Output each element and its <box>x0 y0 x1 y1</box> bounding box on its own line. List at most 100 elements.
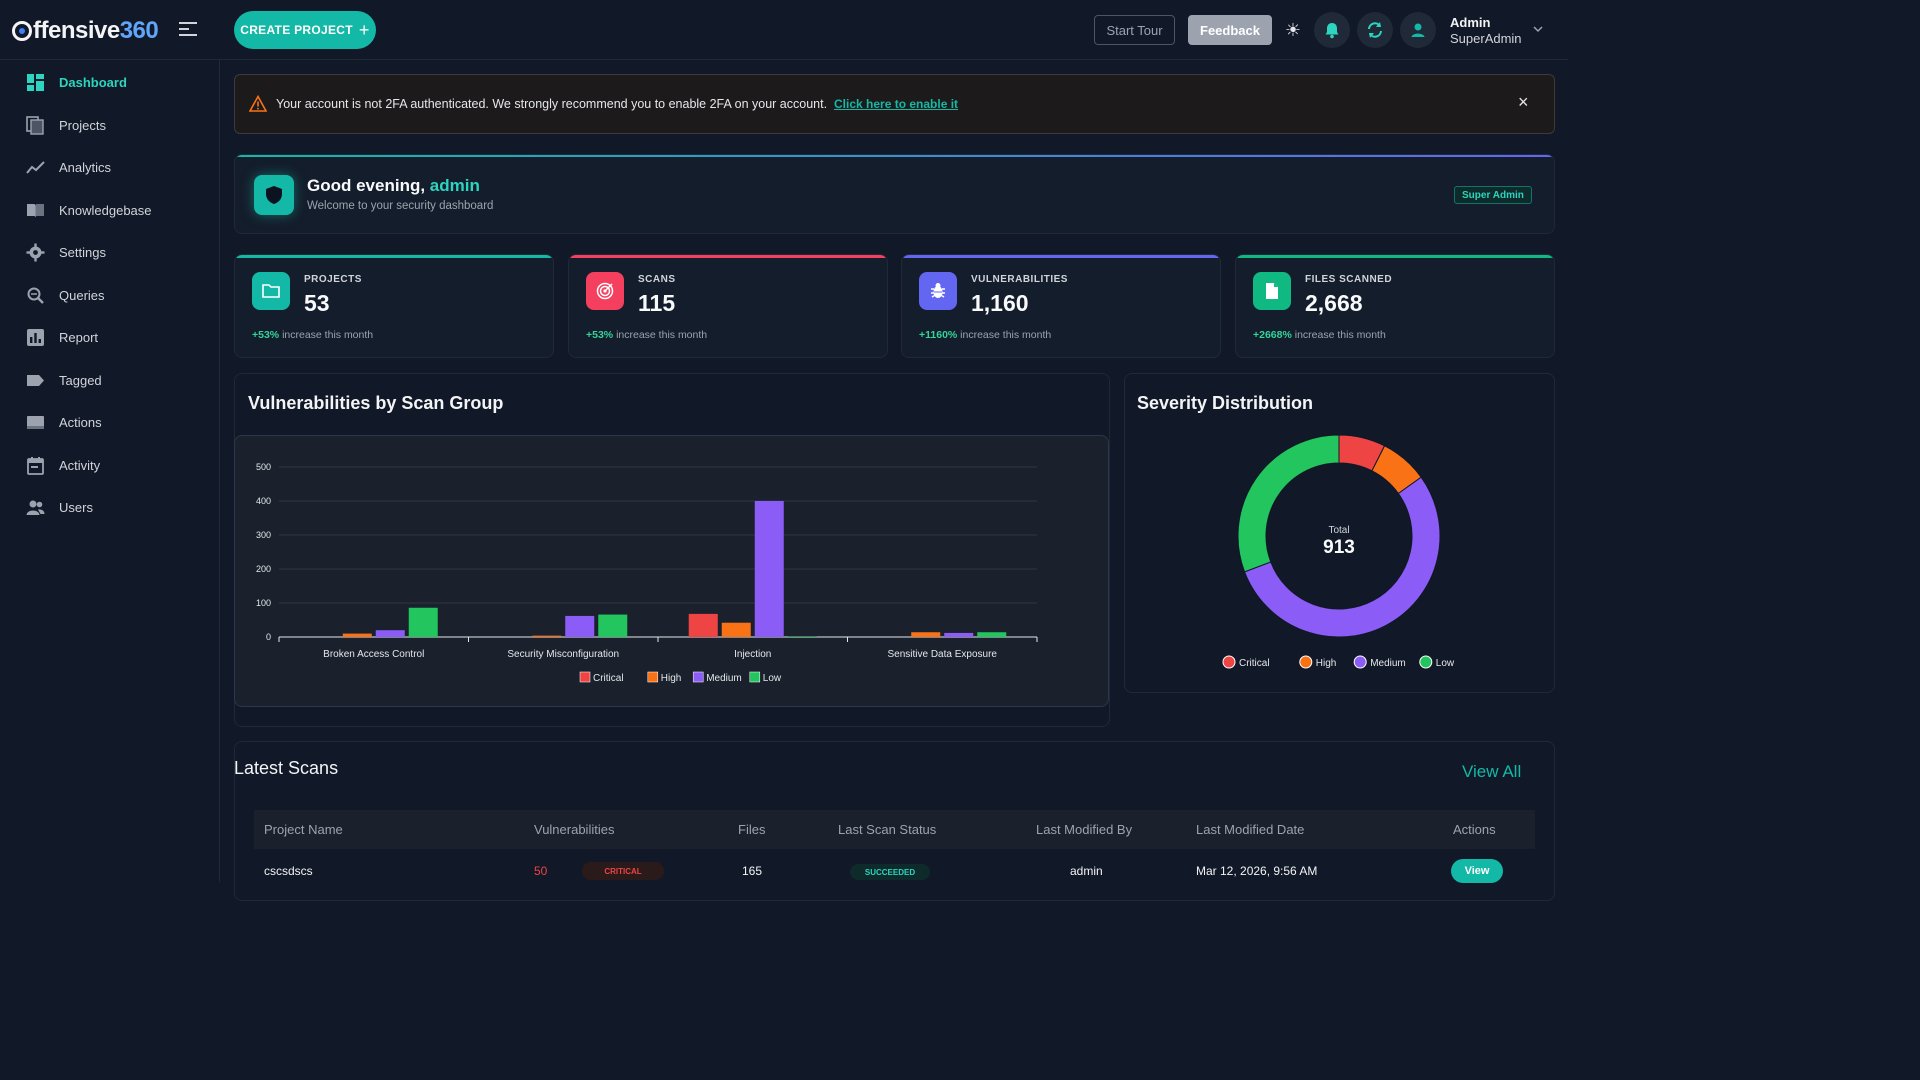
stat-card-scans[interactable]: SCANS 115 +53% increase this month <box>568 254 888 358</box>
bar-medium <box>375 630 405 637</box>
warning-icon <box>249 95 267 112</box>
bar-medium <box>944 632 974 637</box>
card-accent <box>569 255 887 258</box>
feedback-button[interactable]: Feedback <box>1188 15 1272 45</box>
notifications-button[interactable] <box>1314 12 1350 48</box>
close-icon[interactable]: × <box>1518 92 1529 112</box>
legend-dot <box>1222 655 1236 669</box>
sidebar-item-label: Dashboard <box>59 74 127 90</box>
sidebar-item-tagged[interactable]: Tagged <box>26 368 102 392</box>
sidebar-item-label: Users <box>59 499 93 515</box>
legend-dot <box>1299 655 1313 669</box>
stat-increase: +53% increase this month <box>586 329 708 341</box>
sidebar-item-actions[interactable]: Actions <box>26 410 102 434</box>
column-header[interactable]: Files <box>738 822 766 837</box>
column-header[interactable]: Vulnerabilities <box>534 822 615 837</box>
x-category-label: Security Misconfiguration <box>507 649 619 660</box>
bar-low <box>408 607 438 637</box>
create-project-button[interactable]: CREATE PROJECT + <box>234 11 376 49</box>
x-category-label: Injection <box>734 649 771 660</box>
column-header[interactable]: Last Modified By <box>1036 822 1133 837</box>
stat-card-vulnerabilities[interactable]: VULNERABILITIES 1,160 +1160% increase th… <box>901 254 1221 358</box>
donut-slice-low <box>1237 434 1340 573</box>
bar-low <box>977 632 1007 637</box>
sidebar-item-queries[interactable]: Queries <box>26 283 105 307</box>
bar-chart: 0 100 200 300 400 500 Broken Access Control Sec… <box>256 462 1038 684</box>
avatar[interactable] <box>1400 12 1436 48</box>
latest-scans-title: Latest Scans <box>234 758 339 778</box>
refresh-button[interactable] <box>1357 12 1393 48</box>
top-bar: ffensive 360 CREATE PROJECT + Start Tour … <box>0 0 1568 60</box>
sidebar-item-report[interactable]: Report <box>26 325 98 349</box>
sidebar-item-label: Analytics <box>59 159 112 175</box>
column-header[interactable]: Last Modified Date <box>1196 822 1305 837</box>
donut-chart: Total 913 Critical High Medium Low <box>1222 434 1455 669</box>
project-name-cell[interactable]: cscsdscs <box>264 864 313 878</box>
column-header[interactable]: Project Name <box>264 822 343 837</box>
users-icon <box>26 500 45 515</box>
sidebar-item-dashboard[interactable]: Dashboard <box>26 70 127 94</box>
start-tour-button[interactable]: Start Tour <box>1094 15 1175 45</box>
sidebar-item-label: Projects <box>59 117 106 133</box>
sidebar-item-label: Report <box>59 329 99 345</box>
tag-icon <box>27 374 44 386</box>
view-scan-button[interactable]: View <box>1451 859 1503 883</box>
sidebar-item-users[interactable]: Users <box>26 495 93 519</box>
y-tick-label: 100 <box>256 598 271 608</box>
stat-label: PROJECTS <box>304 274 362 285</box>
x-category-label: Sensitive Data Exposure <box>887 649 997 660</box>
2fa-alert: Your account is not 2FA authenticated. W… <box>234 74 1555 134</box>
bug-icon <box>919 272 957 310</box>
stat-card-files-scanned[interactable]: FILES SCANNED 2,668 +2668% increase this… <box>1235 254 1555 358</box>
menu-collapse-icon[interactable] <box>179 22 197 38</box>
dashboard-icon <box>27 73 44 91</box>
sidebar-item-knowledgebase[interactable]: Knowledgebase <box>26 198 152 222</box>
sidebar <box>0 60 220 882</box>
sidebar-item-label: Knowledgebase <box>59 202 152 218</box>
stat-value: 115 <box>638 290 676 316</box>
file-icon <box>1253 272 1291 310</box>
card-accent <box>902 255 1220 258</box>
legend-dot <box>1419 655 1433 669</box>
bar-low <box>598 614 628 637</box>
greeting-subtitle: Welcome to your security dashboard <box>307 200 494 212</box>
projects-icon <box>26 115 44 135</box>
donut-total-value: 913 <box>1323 537 1355 558</box>
donut-total-label: Total <box>1328 525 1349 536</box>
stat-card-projects[interactable]: PROJECTS 53 +53% increase this month <box>234 254 554 358</box>
severity-badge: CRITICAL <box>582 862 664 880</box>
y-tick-label: 300 <box>256 530 271 540</box>
legend-label: Critical <box>1239 658 1270 669</box>
chevron-down-icon[interactable] <box>1533 24 1543 34</box>
sidebar-item-activity[interactable]: Activity <box>26 453 100 477</box>
legend-label: High <box>1316 658 1337 669</box>
alert-message: Your account is not 2FA authenticated. W… <box>276 97 828 111</box>
y-tick-label: 400 <box>256 496 271 506</box>
column-header[interactable]: Last Scan Status <box>838 822 937 837</box>
greeting-banner: Good evening, admin Welcome to your secu… <box>234 154 1555 234</box>
sidebar-item-analytics[interactable]: Analytics <box>26 155 111 179</box>
bar-low <box>787 636 817 637</box>
sidebar-item-settings[interactable]: Settings <box>26 240 106 264</box>
calendar-icon <box>27 456 44 475</box>
bar-high <box>342 633 372 637</box>
analytics-icon <box>26 160 45 174</box>
sidebar-item-label: Settings <box>59 244 106 260</box>
greeting-prefix: Good evening, <box>307 176 426 195</box>
role-badge: Super Admin <box>1454 186 1532 204</box>
sidebar-item-projects[interactable]: Projects <box>26 113 106 137</box>
book-icon <box>27 203 44 218</box>
bar-medium <box>754 501 784 637</box>
theme-sun-icon[interactable]: ☀ <box>1284 20 1302 40</box>
view-all-link[interactable]: View All <box>1462 762 1522 781</box>
legend-label: Low <box>763 673 782 684</box>
legend-dot <box>1353 655 1367 669</box>
greeting-username: admin <box>429 176 480 195</box>
donut-slice-medium <box>1243 476 1441 638</box>
app-logo[interactable]: ffensive 360 <box>12 17 159 45</box>
user-name[interactable]: Admin <box>1450 15 1491 30</box>
queries-icon <box>27 287 44 304</box>
stat-increase: +2668% increase this month <box>1253 329 1386 341</box>
enable-2fa-link[interactable]: Click here to enable it <box>834 97 959 111</box>
user-icon <box>1411 23 1425 37</box>
